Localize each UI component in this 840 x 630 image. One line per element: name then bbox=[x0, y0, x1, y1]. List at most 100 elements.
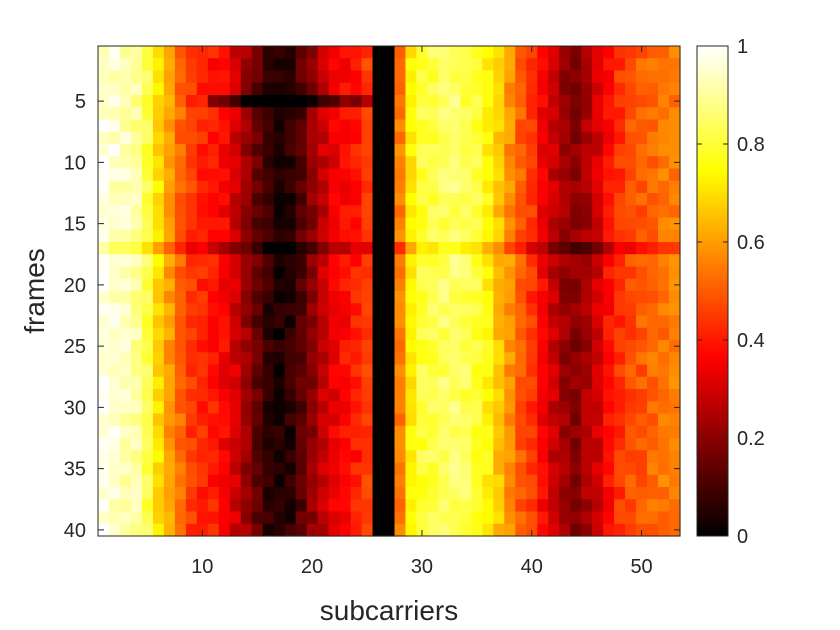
heatmap-cell bbox=[98, 315, 110, 329]
heatmap-cell bbox=[636, 376, 648, 390]
heatmap-cell bbox=[460, 376, 472, 390]
heatmap-cell bbox=[163, 511, 176, 525]
heatmap-cell bbox=[108, 58, 121, 72]
heatmap-cell bbox=[273, 487, 286, 500]
heatmap-cell bbox=[108, 291, 121, 304]
heatmap-cell bbox=[372, 180, 385, 194]
heatmap-cell bbox=[658, 119, 670, 133]
x-tick-label: 30 bbox=[411, 556, 433, 578]
heatmap-cell bbox=[152, 413, 165, 427]
heatmap-cell bbox=[262, 95, 275, 108]
heatmap-cell bbox=[405, 474, 418, 488]
heatmap-cell bbox=[119, 119, 132, 133]
heatmap-cell bbox=[108, 376, 121, 390]
heatmap-cell bbox=[185, 499, 198, 513]
heatmap-cell bbox=[207, 450, 220, 464]
heatmap-cell bbox=[130, 315, 143, 329]
heatmap-cell bbox=[218, 254, 231, 268]
heatmap-cell bbox=[141, 229, 154, 243]
heatmap-cell bbox=[383, 511, 396, 525]
heatmap-cell bbox=[273, 107, 286, 121]
heatmap-cell bbox=[427, 389, 440, 402]
heatmap-cell bbox=[559, 242, 571, 255]
heatmap-cell bbox=[515, 364, 527, 378]
heatmap-cell bbox=[537, 278, 549, 292]
heatmap-cell bbox=[251, 58, 264, 72]
heatmap-cell bbox=[350, 462, 363, 476]
heatmap-cell bbox=[559, 511, 571, 525]
heatmap-cell bbox=[471, 303, 483, 317]
heatmap-cell bbox=[537, 229, 549, 243]
heatmap-cell bbox=[174, 156, 187, 170]
heatmap-cell bbox=[548, 364, 560, 378]
heatmap-cell bbox=[350, 95, 363, 108]
heatmap-cell bbox=[130, 156, 143, 170]
heatmap-cell bbox=[471, 315, 483, 329]
heatmap-cell bbox=[196, 340, 209, 353]
heatmap-cell bbox=[119, 474, 132, 488]
heatmap-cell bbox=[185, 229, 198, 243]
heatmap-cell bbox=[581, 438, 593, 451]
heatmap-cell bbox=[251, 254, 264, 268]
heatmap-cell bbox=[471, 278, 483, 292]
heatmap-cell bbox=[625, 474, 637, 488]
heatmap-cell bbox=[405, 303, 418, 317]
heatmap-cell bbox=[548, 131, 560, 145]
heatmap-cell bbox=[625, 523, 637, 537]
heatmap-cell bbox=[361, 462, 374, 476]
heatmap-cell bbox=[207, 217, 220, 231]
heatmap-cell bbox=[196, 254, 209, 268]
heatmap-cell bbox=[328, 291, 341, 304]
heatmap-cell bbox=[559, 266, 571, 280]
heatmap-cell bbox=[504, 450, 516, 464]
heatmap-cell bbox=[306, 168, 319, 182]
heatmap-cell bbox=[350, 291, 363, 304]
heatmap-cell bbox=[152, 474, 165, 488]
x-tick-label: 50 bbox=[630, 556, 652, 578]
heatmap-cell bbox=[295, 82, 308, 96]
heatmap-cell bbox=[130, 144, 143, 157]
y-tick-label: 25 bbox=[64, 336, 86, 358]
heatmap-cell bbox=[372, 291, 385, 304]
heatmap-cell bbox=[174, 523, 187, 537]
heatmap-cell bbox=[526, 352, 538, 366]
heatmap-cell bbox=[262, 511, 275, 525]
heatmap-cell bbox=[669, 70, 681, 84]
heatmap-cell bbox=[372, 58, 385, 72]
heatmap-cell bbox=[240, 193, 253, 206]
colorbar-tick-label: 1 bbox=[737, 36, 748, 58]
heatmap-cell bbox=[416, 58, 429, 72]
heatmap-cell bbox=[152, 193, 165, 206]
heatmap-cell bbox=[383, 193, 396, 206]
heatmap-cell bbox=[130, 82, 143, 96]
heatmap-cell bbox=[625, 291, 637, 304]
heatmap-cell bbox=[438, 119, 450, 133]
heatmap-cell bbox=[350, 389, 363, 402]
heatmap-cell bbox=[229, 523, 242, 537]
heatmap-cell bbox=[471, 291, 483, 304]
heatmap-cell bbox=[548, 180, 560, 194]
heatmap-cell bbox=[416, 82, 429, 96]
heatmap-cell bbox=[240, 303, 253, 317]
heatmap-cell bbox=[482, 144, 494, 157]
heatmap-cell bbox=[361, 205, 374, 219]
heatmap-cell bbox=[141, 303, 154, 317]
heatmap-cell bbox=[526, 95, 538, 108]
heatmap-cell bbox=[537, 523, 549, 537]
heatmap-cell bbox=[482, 229, 494, 243]
heatmap-cell bbox=[163, 217, 176, 231]
heatmap-cell bbox=[163, 438, 176, 451]
heatmap-cell bbox=[482, 438, 494, 451]
heatmap-cell bbox=[361, 340, 374, 353]
heatmap-cell bbox=[372, 389, 385, 402]
heatmap-cell bbox=[471, 511, 483, 525]
heatmap-cell bbox=[537, 401, 549, 415]
heatmap-cell bbox=[416, 352, 429, 366]
heatmap-cell bbox=[218, 511, 231, 525]
heatmap-cell bbox=[218, 327, 231, 341]
heatmap-cell bbox=[570, 438, 582, 451]
heatmap-cell bbox=[218, 58, 231, 72]
heatmap-cell bbox=[383, 487, 396, 500]
